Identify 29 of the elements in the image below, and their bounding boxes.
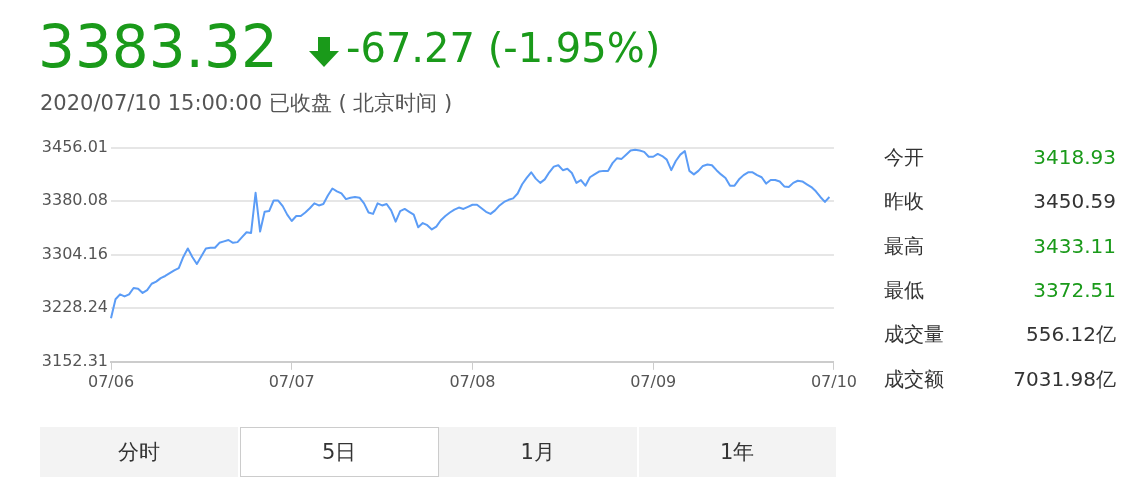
y-tick-label: 3456.01 [41, 136, 108, 156]
text: 3418.93 [1033, 144, 1116, 171]
y-tick-label: 3228.24 [41, 297, 108, 317]
text: 1年 [638, 427, 838, 477]
y-tick-label: 3152.31 [41, 350, 108, 370]
x-tick-label: 07/07 [268, 371, 315, 391]
x-tick-label: 07/06 [87, 371, 135, 391]
x-tick-label: 07/10 [810, 371, 857, 391]
text: 今开 [884, 144, 924, 171]
x-tick-label: 07/08 [449, 371, 496, 391]
text: 3450.59 [1033, 188, 1116, 216]
chart-title: 3383.32 [38, 12, 278, 82]
text: 3433.11 [1033, 232, 1116, 260]
text: 2020/07/10 15:00:00 已收盘 ( 北京时间 ) [40, 90, 453, 117]
text: 成交量 [884, 321, 944, 349]
chart-subtitle: -67.27 (-1.95%) [346, 24, 661, 73]
text: 5日 [239, 427, 439, 477]
text: 最低 [884, 276, 924, 304]
text: 分时 [40, 427, 240, 477]
y-tick-label: 3304.16 [41, 243, 108, 263]
text: 最高 [884, 232, 924, 260]
y-tick-label: 3380.08 [41, 190, 108, 210]
text: 1月 [439, 427, 639, 477]
text: 成交额 [884, 365, 944, 393]
text: 3372.51 [1033, 276, 1116, 304]
text: 7031.98亿 [1013, 365, 1116, 393]
text: 556.12亿 [1026, 321, 1116, 349]
x-tick-label: 07/09 [630, 371, 677, 391]
text: 昨收 [884, 188, 924, 216]
